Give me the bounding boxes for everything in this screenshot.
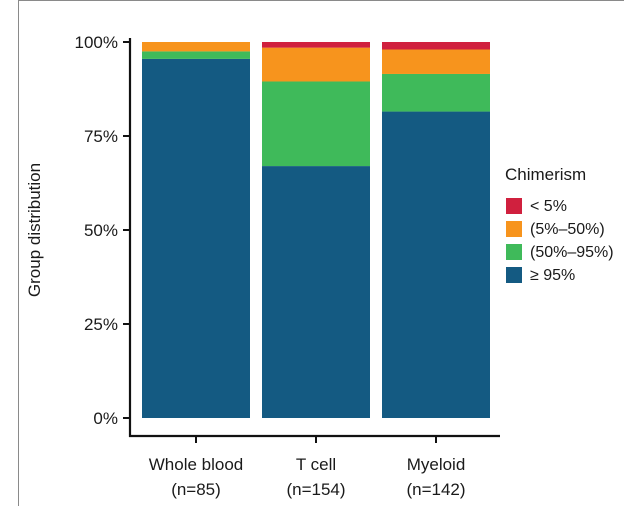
- axes-group: Whole blood (n=85) T cell (n=154) Myeloid (n=…: [25, 33, 500, 499]
- legend-label: ≥ 95%: [530, 267, 575, 284]
- y-tick-label: 50%: [84, 221, 118, 240]
- legend-swatch: [506, 221, 522, 237]
- bar-segment-2-4: [262, 42, 370, 48]
- bars-group: [142, 42, 490, 419]
- legend-swatch: [506, 198, 522, 214]
- bar-segment-3-4: [382, 42, 490, 50]
- x-tick-label: Whole blood: [149, 455, 244, 474]
- x-tick-sublabel: (n=154): [286, 480, 345, 499]
- legend-label: (5%–50%): [530, 221, 605, 238]
- bar-segment-3-3: [382, 49, 490, 74]
- bar-segment-3-1: [382, 111, 490, 418]
- legend: Chimerism < 5% (5%–50%) (50%–95%) ≥ 95%: [505, 165, 614, 284]
- legend-title: Chimerism: [505, 165, 586, 184]
- y-tick-label: 100%: [75, 33, 118, 52]
- frame-border: [18, 0, 624, 506]
- y-axis-title: Group distribution: [25, 163, 44, 297]
- y-tick-label: 75%: [84, 127, 118, 146]
- legend-label: < 5%: [530, 198, 567, 215]
- y-tick-label: 0%: [93, 409, 118, 428]
- bar-segment-2-1: [262, 166, 370, 418]
- x-tick-label: Myeloid: [407, 455, 466, 474]
- x-tick-label: T cell: [296, 455, 336, 474]
- bar-segment-3-2: [382, 73, 490, 112]
- bar-segment-2-2: [262, 81, 370, 167]
- legend-swatch: [506, 244, 522, 260]
- x-tick-sublabel: (n=85): [171, 480, 221, 499]
- x-tick-sublabel: (n=142): [406, 480, 465, 499]
- bar-segment-1-3: [142, 42, 250, 52]
- legend-swatch: [506, 267, 522, 283]
- legend-label: (50%–95%): [530, 244, 614, 261]
- bar-segment-1-1: [142, 58, 250, 419]
- y-tick-label: 25%: [84, 315, 118, 334]
- bar-segment-1-2: [142, 51, 250, 59]
- bar-segment-2-3: [262, 47, 370, 82]
